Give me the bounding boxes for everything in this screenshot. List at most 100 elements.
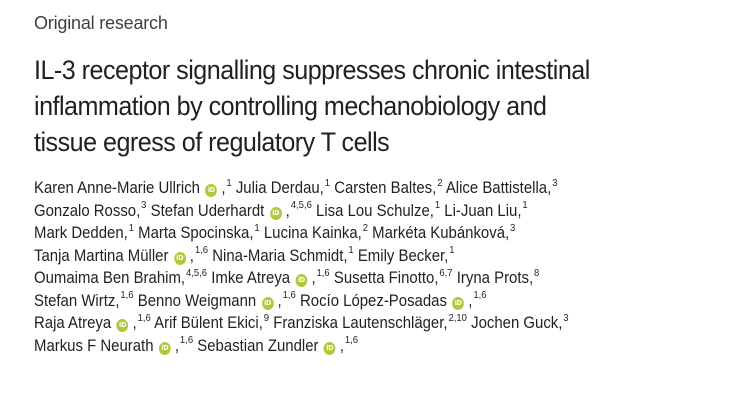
- author: Jochen Guck,3: [471, 314, 568, 332]
- author-name[interactable]: Lisa Lou Schulze,: [316, 202, 434, 220]
- author-list: Karen Anne-Marie Ullrich iD ,1 Julia Derd…: [34, 177, 731, 357]
- author: Carsten Baltes,2: [334, 179, 442, 197]
- author-name[interactable]: Tanja Martina Müller: [34, 247, 168, 265]
- affiliation-superscript[interactable]: 1: [449, 244, 454, 256]
- author: Raja Atreya iD ,1,6: [34, 314, 151, 332]
- author-line: Oumaima Ben Brahim,4,5,6 Imke Atreya iD ,…: [34, 267, 731, 290]
- author: Markus F Neurath iD ,1,6: [34, 337, 193, 355]
- affiliation-superscript[interactable]: 3: [510, 222, 515, 234]
- article-title-line: inflammation by controlling mechanobiolo…: [34, 88, 722, 124]
- affiliation-superscript[interactable]: 1,6: [317, 267, 330, 279]
- author-name[interactable]: Franziska Lautenschläger,: [273, 314, 447, 332]
- author: Arif Bülent Ekici,9: [154, 314, 269, 332]
- author-name[interactable]: Mark Dedden,: [34, 224, 128, 242]
- author: Karen Anne-Marie Ullrich iD ,1: [34, 179, 232, 197]
- author-name[interactable]: Marta Spocinska,: [138, 224, 253, 242]
- author-line: Stefan Wirtz,1,6 Benno Weigmann iD ,1,6 R…: [34, 290, 731, 313]
- author-name[interactable]: Susetta Finotto,: [334, 269, 439, 287]
- author: Franziska Lautenschläger,2,10: [273, 314, 467, 332]
- orcid-icon[interactable]: iD: [117, 319, 129, 332]
- author: Iryna Prots,8: [457, 269, 540, 287]
- affiliation-superscript[interactable]: 2: [363, 222, 368, 234]
- author: Oumaima Ben Brahim,4,5,6: [34, 269, 207, 287]
- author-name[interactable]: Markéta Kubánková,: [372, 224, 509, 242]
- orcid-icon[interactable]: iD: [270, 207, 282, 220]
- author-name[interactable]: Rocío López-Posadas: [300, 292, 447, 310]
- author-name[interactable]: Emily Becker,: [358, 247, 448, 265]
- author-name[interactable]: Benno Weigmann: [138, 292, 256, 310]
- affiliation-superscript[interactable]: 8: [534, 267, 539, 279]
- section-label: Original research: [34, 10, 734, 36]
- author-line: Tanja Martina Müller iD ,1,6 Nina-Maria S…: [34, 245, 731, 268]
- orcid-icon[interactable]: iD: [159, 342, 171, 355]
- author: Nina-Maria Schmidt,1: [212, 247, 353, 265]
- affiliation-superscript[interactable]: 1,6: [283, 289, 296, 301]
- affiliation-superscript[interactable]: 1: [522, 199, 527, 211]
- author-name[interactable]: Iryna Prots,: [457, 269, 533, 287]
- affiliation-superscript[interactable]: 2: [437, 177, 442, 189]
- author: Li-Juan Liu,1: [444, 202, 527, 220]
- affiliation-superscript[interactable]: 3: [563, 312, 568, 324]
- author: Benno Weigmann iD ,1,6: [138, 292, 296, 310]
- author-name[interactable]: Stefan Uderhardt: [151, 202, 265, 220]
- affiliation-superscript[interactable]: 1: [226, 177, 231, 189]
- author: Tanja Martina Müller iD ,1,6: [34, 247, 208, 265]
- author-name[interactable]: Arif Bülent Ekici,: [154, 314, 263, 332]
- author: Sebastian Zundler iD ,1,6: [197, 337, 358, 355]
- article-title-line: IL-3 receptor signalling suppresses chro…: [34, 52, 722, 88]
- affiliation-superscript[interactable]: 1,6: [195, 244, 208, 256]
- author-name[interactable]: Jochen Guck,: [471, 314, 562, 332]
- orcid-icon[interactable]: iD: [296, 274, 308, 287]
- author-line: Mark Dedden,1 Marta Spocinska,1 Lucina K…: [34, 222, 731, 245]
- affiliation-superscript[interactable]: 2,10: [448, 312, 466, 324]
- author-name[interactable]: Karen Anne-Marie Ullrich: [34, 179, 200, 197]
- affiliation-superscript[interactable]: 4,5,6: [186, 267, 207, 279]
- author-line: Markus F Neurath iD ,1,6 Sebastian Zundle…: [34, 335, 731, 358]
- author: Marta Spocinska,1: [138, 224, 260, 242]
- author-name[interactable]: Markus F Neurath: [34, 337, 154, 355]
- affiliation-superscript[interactable]: 1,6: [345, 334, 358, 346]
- author-name[interactable]: Stefan Wirtz,: [34, 292, 119, 310]
- author-line: Karen Anne-Marie Ullrich iD ,1 Julia Derd…: [34, 177, 731, 200]
- affiliation-superscript[interactable]: 1: [348, 244, 353, 256]
- author: Stefan Uderhardt iD ,4,5,6: [151, 202, 312, 220]
- affiliation-superscript[interactable]: 3: [141, 199, 146, 211]
- orcid-icon[interactable]: iD: [262, 297, 274, 310]
- orcid-icon[interactable]: iD: [324, 342, 336, 355]
- author: Julia Derdau,1: [236, 179, 330, 197]
- author-name[interactable]: Nina-Maria Schmidt,: [212, 247, 347, 265]
- affiliation-superscript[interactable]: 4,5,6: [291, 199, 312, 211]
- affiliation-superscript[interactable]: 1,6: [473, 289, 486, 301]
- affiliation-superscript[interactable]: 1,6: [180, 334, 193, 346]
- author: Alice Battistella,3: [446, 179, 558, 197]
- affiliation-superscript[interactable]: 1: [254, 222, 259, 234]
- author-name[interactable]: Imke Atreya: [211, 269, 290, 287]
- author-name[interactable]: Alice Battistella,: [446, 179, 551, 197]
- author-line: Gonzalo Rosso,3 Stefan Uderhardt iD ,4,5,…: [34, 200, 731, 223]
- author: Lisa Lou Schulze,1: [316, 202, 440, 220]
- affiliation-superscript[interactable]: 1: [435, 199, 440, 211]
- author: Mark Dedden,1: [34, 224, 134, 242]
- author-name[interactable]: Carsten Baltes,: [334, 179, 436, 197]
- affiliation-superscript[interactable]: 1: [129, 222, 134, 234]
- affiliation-superscript[interactable]: 6,7: [439, 267, 452, 279]
- author-name[interactable]: Raja Atreya: [34, 314, 111, 332]
- author-line: Raja Atreya iD ,1,6 Arif Bülent Ekici,9 F…: [34, 312, 731, 335]
- author-name[interactable]: Gonzalo Rosso,: [34, 202, 140, 220]
- affiliation-superscript[interactable]: 9: [264, 312, 269, 324]
- author-name[interactable]: Li-Juan Liu,: [444, 202, 521, 220]
- affiliation-superscript[interactable]: 3: [552, 177, 557, 189]
- article-title-line: tissue egress of regulatory T cells: [34, 124, 722, 160]
- orcid-icon[interactable]: iD: [205, 184, 217, 197]
- author-name[interactable]: Lucina Kainka,: [264, 224, 362, 242]
- orcid-icon[interactable]: iD: [452, 297, 464, 310]
- affiliation-superscript[interactable]: 1,6: [120, 289, 133, 301]
- affiliation-superscript[interactable]: 1,6: [138, 312, 151, 324]
- affiliation-superscript[interactable]: 1: [325, 177, 330, 189]
- author-name[interactable]: Julia Derdau,: [236, 179, 324, 197]
- author-name[interactable]: Sebastian Zundler: [197, 337, 318, 355]
- orcid-icon[interactable]: iD: [174, 252, 186, 265]
- author-name[interactable]: Oumaima Ben Brahim,: [34, 269, 185, 287]
- author: Gonzalo Rosso,3: [34, 202, 146, 220]
- author: Imke Atreya iD ,1,6: [211, 269, 329, 287]
